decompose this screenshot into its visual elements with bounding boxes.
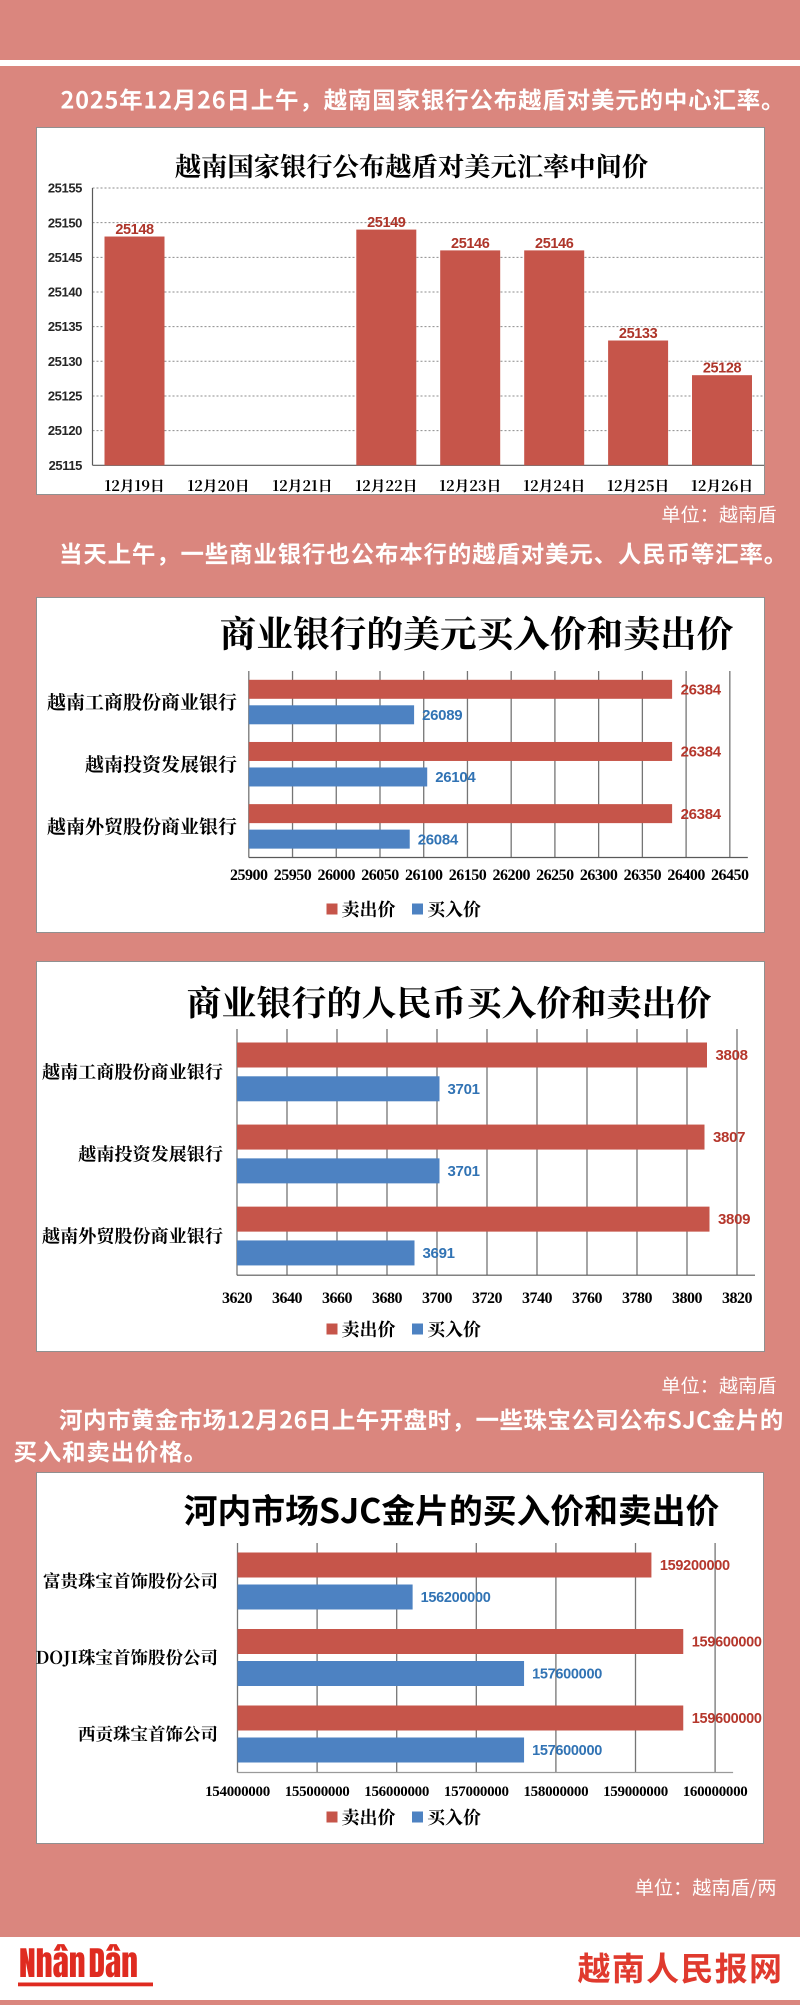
svg-text:25146: 25146 bbox=[451, 236, 490, 252]
svg-text:158000000: 158000000 bbox=[523, 1784, 588, 1800]
svg-text:3680: 3680 bbox=[372, 1290, 403, 1307]
svg-text:3760: 3760 bbox=[572, 1290, 603, 1307]
svg-text:159000000: 159000000 bbox=[603, 1784, 668, 1800]
svg-text:157600000: 157600000 bbox=[532, 1743, 602, 1759]
svg-text:25149: 25149 bbox=[367, 215, 406, 231]
svg-text:3808: 3808 bbox=[716, 1047, 748, 1064]
svg-text:156200000: 156200000 bbox=[421, 1590, 491, 1606]
svg-text:25130: 25130 bbox=[48, 354, 82, 369]
svg-text:26300: 26300 bbox=[580, 867, 618, 884]
svg-text:3640: 3640 bbox=[272, 1290, 303, 1307]
svg-text:157000000: 157000000 bbox=[444, 1784, 509, 1800]
svg-text:25133: 25133 bbox=[619, 326, 658, 342]
svg-text:25145: 25145 bbox=[48, 250, 82, 265]
svg-text:3700: 3700 bbox=[422, 1290, 453, 1307]
svg-text:3691: 3691 bbox=[423, 1245, 455, 1262]
svg-text:25155: 25155 bbox=[48, 181, 82, 196]
svg-text:3809: 3809 bbox=[718, 1211, 750, 1228]
svg-text:26104: 26104 bbox=[435, 769, 476, 786]
svg-text:25146: 25146 bbox=[535, 236, 574, 252]
svg-text:25120: 25120 bbox=[48, 423, 82, 438]
svg-text:3701: 3701 bbox=[448, 1081, 480, 1098]
svg-text:26384: 26384 bbox=[681, 682, 722, 699]
svg-text:159600000: 159600000 bbox=[692, 1635, 762, 1651]
svg-text:26384: 26384 bbox=[681, 806, 722, 823]
svg-text:3660: 3660 bbox=[322, 1290, 353, 1307]
svg-text:25128: 25128 bbox=[703, 361, 742, 377]
svg-text:25135: 25135 bbox=[48, 319, 82, 334]
svg-text:26384: 26384 bbox=[681, 744, 722, 761]
svg-text:26084: 26084 bbox=[418, 831, 459, 848]
svg-text:25950: 25950 bbox=[274, 867, 312, 884]
svg-text:25148: 25148 bbox=[115, 222, 154, 238]
svg-text:3800: 3800 bbox=[672, 1290, 703, 1307]
svg-text:26150: 26150 bbox=[449, 867, 487, 884]
svg-text:154000000: 154000000 bbox=[205, 1784, 270, 1800]
svg-text:26200: 26200 bbox=[492, 867, 530, 884]
svg-text:3820: 3820 bbox=[722, 1290, 753, 1307]
svg-text:26089: 26089 bbox=[422, 707, 462, 724]
svg-text:3780: 3780 bbox=[622, 1290, 653, 1307]
svg-text:25150: 25150 bbox=[48, 215, 82, 230]
svg-text:25140: 25140 bbox=[48, 285, 82, 300]
svg-text:3807: 3807 bbox=[713, 1129, 745, 1146]
svg-text:26000: 26000 bbox=[318, 867, 356, 884]
svg-text:160000000: 160000000 bbox=[683, 1784, 748, 1800]
svg-text:25115: 25115 bbox=[49, 458, 83, 473]
svg-text:3620: 3620 bbox=[222, 1290, 253, 1307]
svg-text:26050: 26050 bbox=[361, 867, 399, 884]
svg-text:157600000: 157600000 bbox=[532, 1667, 602, 1683]
svg-text:26450: 26450 bbox=[711, 867, 749, 884]
svg-text:26350: 26350 bbox=[624, 867, 662, 884]
svg-text:3701: 3701 bbox=[448, 1163, 480, 1180]
svg-text:3720: 3720 bbox=[472, 1290, 503, 1307]
svg-text:26100: 26100 bbox=[405, 867, 443, 884]
svg-text:26250: 26250 bbox=[536, 867, 574, 884]
svg-text:155000000: 155000000 bbox=[285, 1784, 350, 1800]
svg-text:3740: 3740 bbox=[522, 1290, 553, 1307]
svg-text:159200000: 159200000 bbox=[660, 1558, 730, 1574]
svg-text:26400: 26400 bbox=[667, 867, 705, 884]
svg-text:25900: 25900 bbox=[230, 867, 268, 884]
svg-text:156000000: 156000000 bbox=[364, 1784, 429, 1800]
svg-text:159600000: 159600000 bbox=[692, 1711, 762, 1727]
svg-text:25125: 25125 bbox=[48, 389, 82, 404]
